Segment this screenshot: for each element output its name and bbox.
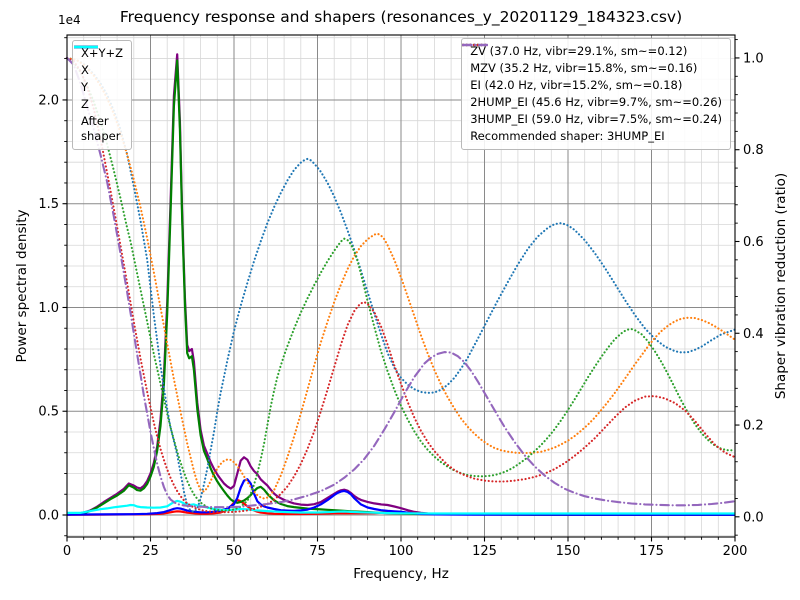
axis-tick-labels: 0 25 50 75 100 125 150 175 200 0.0 0.5 1.0 1.5 2.0 0.0… <box>38 51 763 558</box>
legend-label: After shaper <box>81 113 121 143</box>
legend-label: 3HUMP_EI (59.0 Hz, vibr=7.5%, sm~=0.24) <box>470 111 722 126</box>
y-right-tick-label: 0.2 <box>743 419 764 434</box>
x-tick-label: 175 <box>639 544 664 559</box>
shaper-curve <box>65 56 737 514</box>
legend-label: EI (42.0 Hz, vibr=15.2%, sm~=0.18) <box>470 77 683 92</box>
legend-label: X <box>81 62 89 77</box>
axis-ticks <box>62 37 740 542</box>
y-left-tick-label: 0.5 <box>38 405 59 420</box>
x-tick-label: 200 <box>723 544 748 559</box>
legend-label: Recommended shaper: 3HUMP_EI <box>470 128 665 143</box>
x-tick-label: 25 <box>142 544 159 559</box>
y-right-tick-label: 0.4 <box>743 327 764 342</box>
x-tick-label: 50 <box>226 544 243 559</box>
legend-item-zv: ZV (37.0 Hz, vibr=29.1%, sm~=0.12) <box>462 43 722 59</box>
x-tick-label: 100 <box>389 544 414 559</box>
x-tick-label: 0 <box>63 544 71 559</box>
legend-item-mzv: MZV (35.2 Hz, vibr=15.8%, sm~=0.16) <box>462 43 722 76</box>
y-left-tick-label: 2.0 <box>38 93 59 108</box>
shaper-curve-three-hump-ei <box>65 56 737 509</box>
y-right-tick-label: 1.0 <box>743 51 764 66</box>
y-axis-right-label: Shaper vibration reduction (ratio) <box>773 172 789 400</box>
y-left-tick-label: 0.0 <box>38 509 59 524</box>
legend-item-after-shaper: After shaper <box>74 45 123 144</box>
legend-item-y: Y <box>74 45 123 95</box>
y-left-tick-label: 1.0 <box>38 301 59 316</box>
legend-item-three-hump-ei: 3HUMP_EI (59.0 Hz, vibr=7.5%, sm~=0.24) <box>462 43 722 127</box>
legend-item-z: Z <box>74 45 123 112</box>
shaper-curve-two-hump-ei <box>65 56 737 514</box>
y-axis-offset-label: 1e4 <box>58 13 81 27</box>
legend-psd: X+Y+Z X Y Z After shaper <box>72 40 133 150</box>
x-axis-label: Frequency, Hz <box>353 566 449 582</box>
psd-curve <box>66 53 735 516</box>
y-right-tick-label: 0.6 <box>743 235 764 250</box>
y-axis-left-label: Power spectral density <box>14 209 30 363</box>
legend-label: ZV (37.0 Hz, vibr=29.1%, sm~=0.12) <box>470 44 688 58</box>
x-tick-label: 150 <box>556 544 581 559</box>
psd-curve-z <box>66 478 735 516</box>
y-right-tick-label: 0.8 <box>743 143 764 158</box>
y-right-tick-label: 0.0 <box>743 510 764 525</box>
legend-label: Z <box>81 96 89 111</box>
legend-item-recommended-shaper-note: Recommended shaper: 3HUMP_EI <box>470 129 722 144</box>
legend-label: Y <box>81 79 89 94</box>
chart-title: Frequency response and shapers (resonanc… <box>119 8 683 26</box>
legend-item-two-hump-ei: 2HUMP_EI (45.6 Hz, vibr=9.7%, sm~=0.26) <box>462 43 722 110</box>
legend-label: 2HUMP_EI (45.6 Hz, vibr=9.7%, sm~=0.26) <box>470 94 722 109</box>
legend-sample-line <box>462 39 488 51</box>
legend-label: X+Y+Z <box>81 46 124 60</box>
shaper-curve-ei <box>65 56 737 512</box>
legend-sample-line <box>462 43 489 47</box>
legend-sample-line <box>74 45 98 49</box>
x-tick-label: 75 <box>309 544 326 559</box>
legend-shapers: ZV (37.0 Hz, vibr=29.1%, sm~=0.12) MZV (3… <box>461 38 731 150</box>
legend-item-x: X <box>74 45 123 78</box>
x-tick-label: 125 <box>472 544 497 559</box>
y-left-tick-label: 1.5 <box>38 197 59 212</box>
legend-item-ei: EI (42.0 Hz, vibr=15.2%, sm~=0.18) <box>462 43 722 93</box>
legend-label: MZV (35.2 Hz, vibr=15.8%, sm~=0.16) <box>470 60 698 75</box>
